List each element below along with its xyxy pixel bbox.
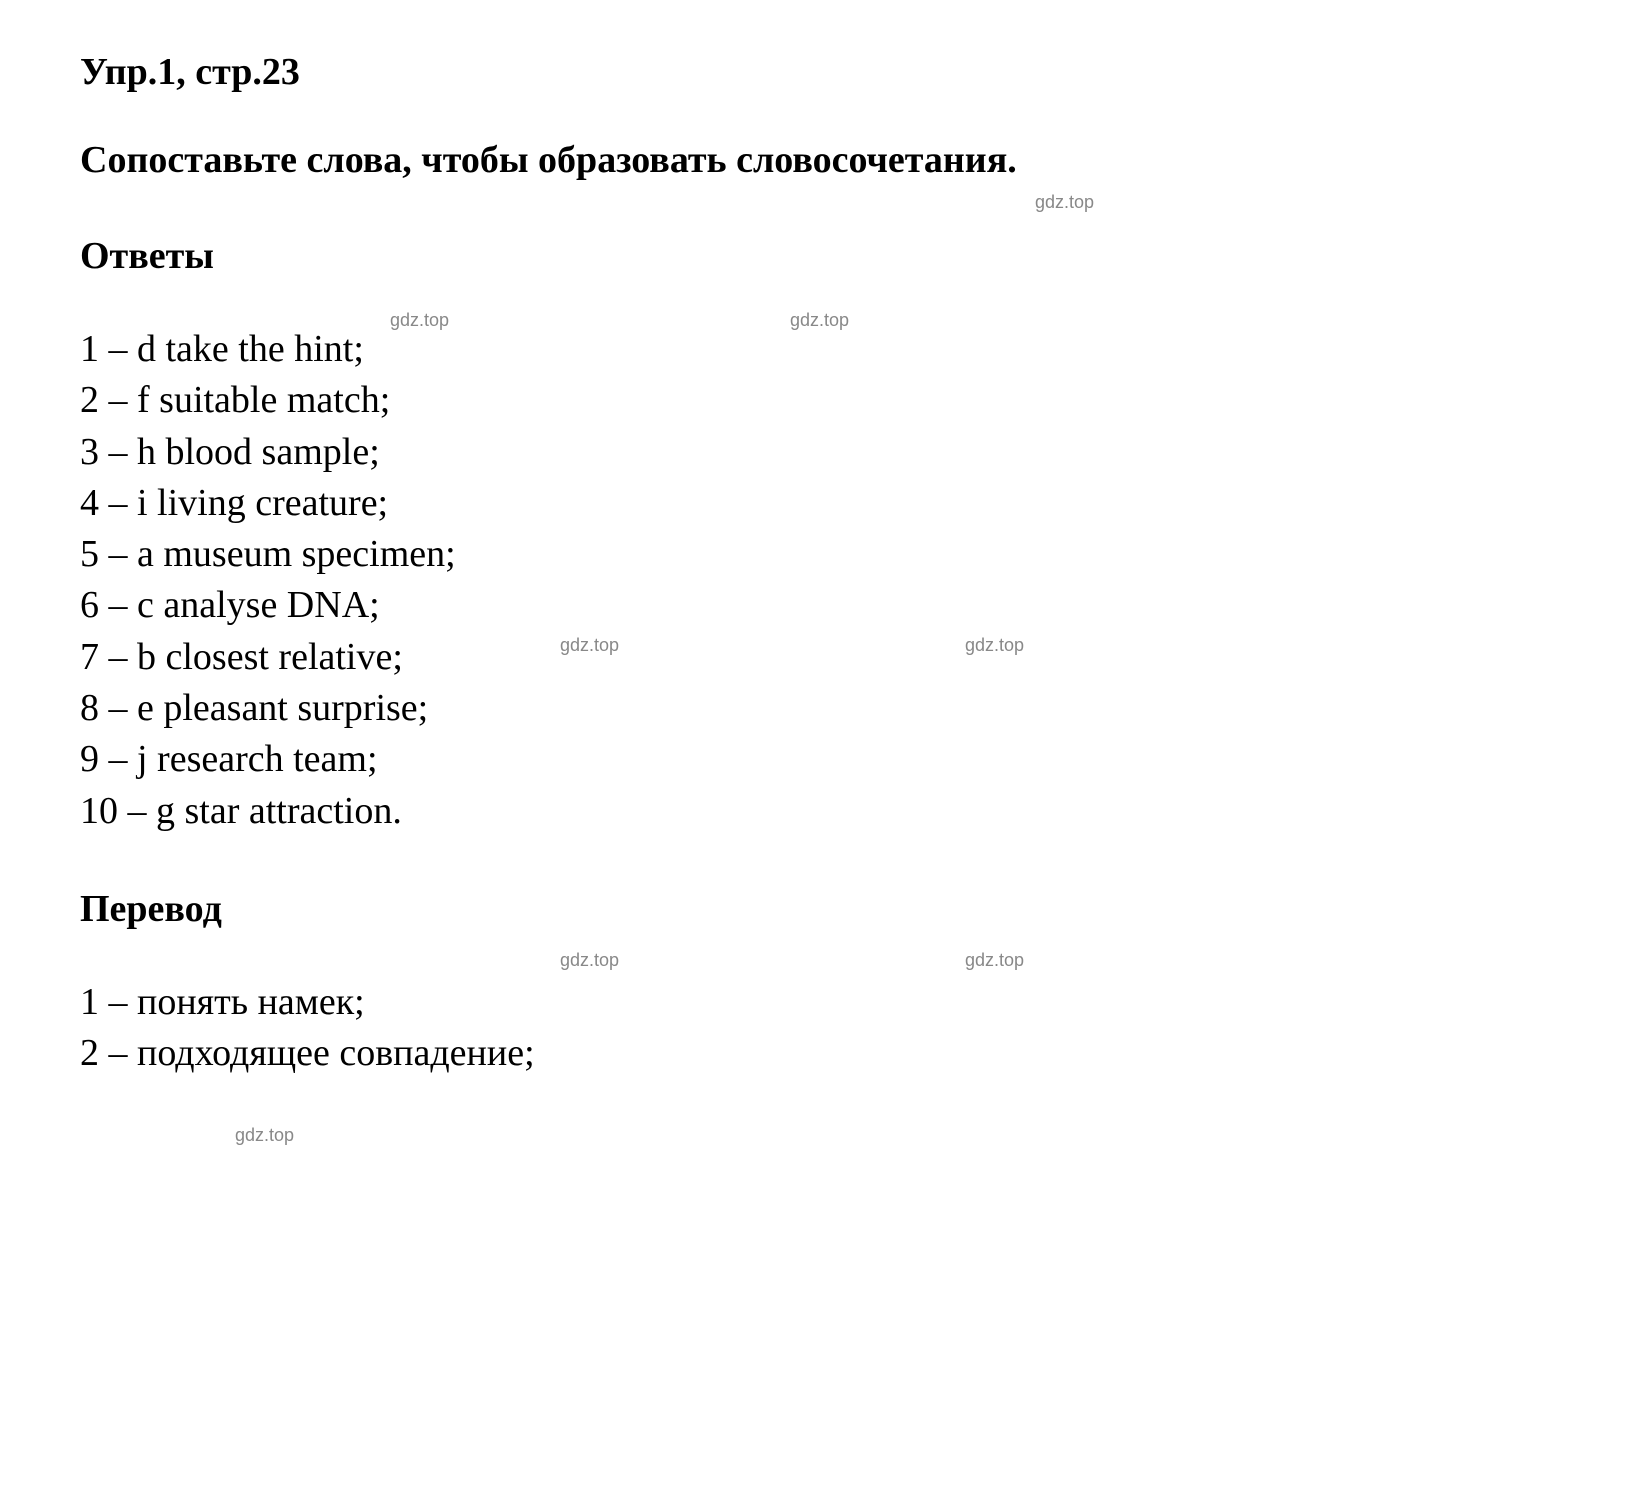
watermark-text: gdz.top (1035, 192, 1094, 213)
exercise-heading: Упр.1, стр.23 (80, 50, 1549, 94)
translation-list: 1 – понять намек; 2 – подходящее совпаде… (80, 977, 1549, 1080)
list-item: 9 – j research team; (80, 734, 1549, 785)
list-item: 8 – e pleasant surprise; (80, 683, 1549, 734)
watermark-text: gdz.top (235, 1125, 294, 1146)
list-item: 1 – d take the hint; (80, 324, 1549, 375)
document-content: Упр.1, стр.23 Сопоставьте слова, чтобы о… (80, 50, 1549, 1080)
list-item: 4 – i living creature; (80, 478, 1549, 529)
watermark-text: gdz.top (560, 950, 619, 971)
list-item: 10 – g star attraction. (80, 786, 1549, 837)
list-item: 6 – c analyse DNA; (80, 580, 1549, 631)
list-item: 5 – a museum specimen; (80, 529, 1549, 580)
translation-title: Перевод (80, 887, 1549, 931)
watermark-text: gdz.top (965, 950, 1024, 971)
answers-title: Ответы (80, 234, 1549, 278)
list-item: 7 – b closest relative; (80, 632, 1549, 683)
list-item: 1 – понять намек; (80, 977, 1549, 1028)
list-item: 2 – f suitable match; (80, 375, 1549, 426)
list-item: 3 – h blood sample; (80, 427, 1549, 478)
exercise-instruction: Сопоставьте слова, чтобы образовать слов… (80, 138, 1549, 182)
answers-list: 1 – d take the hint; 2 – f suitable matc… (80, 324, 1549, 837)
list-item: 2 – подходящее совпадение; (80, 1028, 1549, 1079)
